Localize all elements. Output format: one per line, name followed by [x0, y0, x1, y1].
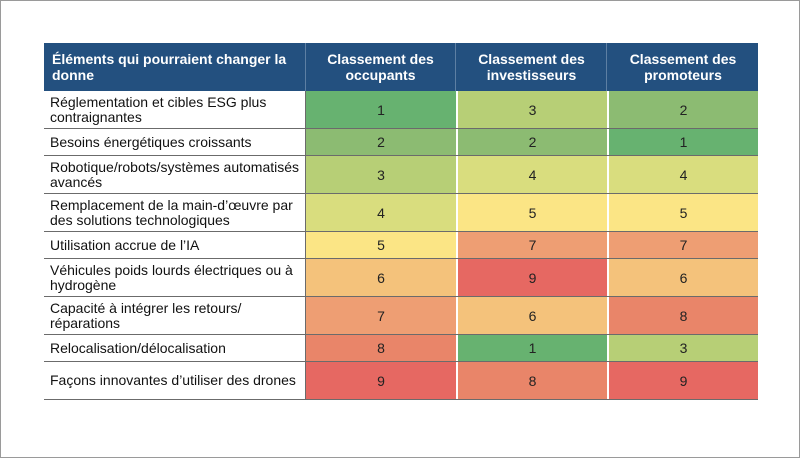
rank-developers: 4	[609, 156, 758, 193]
row-label: Remplacement de la main-d’œuvre par des …	[44, 194, 306, 231]
rank-developers: 7	[609, 232, 758, 258]
table-row: Véhicules poids lourds électriques ou à …	[44, 259, 758, 297]
rank-investors: 6	[458, 297, 607, 334]
row-label: Véhicules poids lourds électriques ou à …	[44, 259, 306, 296]
rank-investors: 2	[458, 129, 607, 155]
table-body: Réglementation et cibles ESG plus contra…	[44, 91, 758, 400]
table-row: Utilisation accrue de l’IA 5 7 7	[44, 232, 758, 259]
rank-occupants: 3	[306, 156, 456, 193]
row-label: Besoins énergétiques croissants	[44, 129, 306, 155]
rank-investors: 5	[458, 194, 607, 231]
rank-occupants: 7	[306, 297, 456, 334]
rank-occupants: 5	[306, 232, 456, 258]
rank-developers: 2	[609, 91, 758, 128]
table-row: Réglementation et cibles ESG plus contra…	[44, 91, 758, 129]
rank-occupants: 8	[306, 335, 456, 361]
rank-occupants: 9	[306, 362, 456, 399]
row-label: Capacité à intégrer les retours/ réparat…	[44, 297, 306, 334]
rank-developers: 9	[609, 362, 758, 399]
header-occupants: Classement des occupants	[306, 43, 456, 91]
table-header: Éléments qui pourraient changer la donne…	[44, 43, 758, 91]
rank-developers: 6	[609, 259, 758, 296]
rank-investors: 7	[458, 232, 607, 258]
row-label: Façons innovantes d’utiliser des drones	[44, 362, 306, 399]
row-label: Relocalisation/délocalisation	[44, 335, 306, 361]
header-elements: Éléments qui pourraient changer la donne	[44, 43, 306, 91]
table-row: Façons innovantes d’utiliser des drones 9…	[44, 362, 758, 400]
rank-developers: 3	[609, 335, 758, 361]
rank-occupants: 4	[306, 194, 456, 231]
rank-developers: 5	[609, 194, 758, 231]
rank-occupants: 1	[306, 91, 456, 128]
rank-investors: 4	[458, 156, 607, 193]
table-row: Relocalisation/délocalisation 8 1 3	[44, 335, 758, 362]
ranking-table: Éléments qui pourraient changer la donne…	[44, 43, 758, 400]
rank-investors: 8	[458, 362, 607, 399]
rank-occupants: 6	[306, 259, 456, 296]
rank-investors: 9	[458, 259, 607, 296]
table-row: Robotique/robots/systèmes automatisés av…	[44, 156, 758, 194]
row-label: Réglementation et cibles ESG plus contra…	[44, 91, 306, 128]
table-row: Remplacement de la main-d’œuvre par des …	[44, 194, 758, 232]
row-label: Robotique/robots/systèmes automatisés av…	[44, 156, 306, 193]
table-row: Besoins énergétiques croissants 2 2 1	[44, 129, 758, 156]
table-row: Capacité à intégrer les retours/ réparat…	[44, 297, 758, 335]
rank-developers: 8	[609, 297, 758, 334]
rank-occupants: 2	[306, 129, 456, 155]
rank-developers: 1	[609, 129, 758, 155]
rank-investors: 1	[458, 335, 607, 361]
header-investors: Classement des investisseurs	[457, 43, 607, 91]
rank-investors: 3	[458, 91, 607, 128]
row-label: Utilisation accrue de l’IA	[44, 232, 306, 258]
header-developers: Classement des promoteurs	[629, 51, 737, 83]
